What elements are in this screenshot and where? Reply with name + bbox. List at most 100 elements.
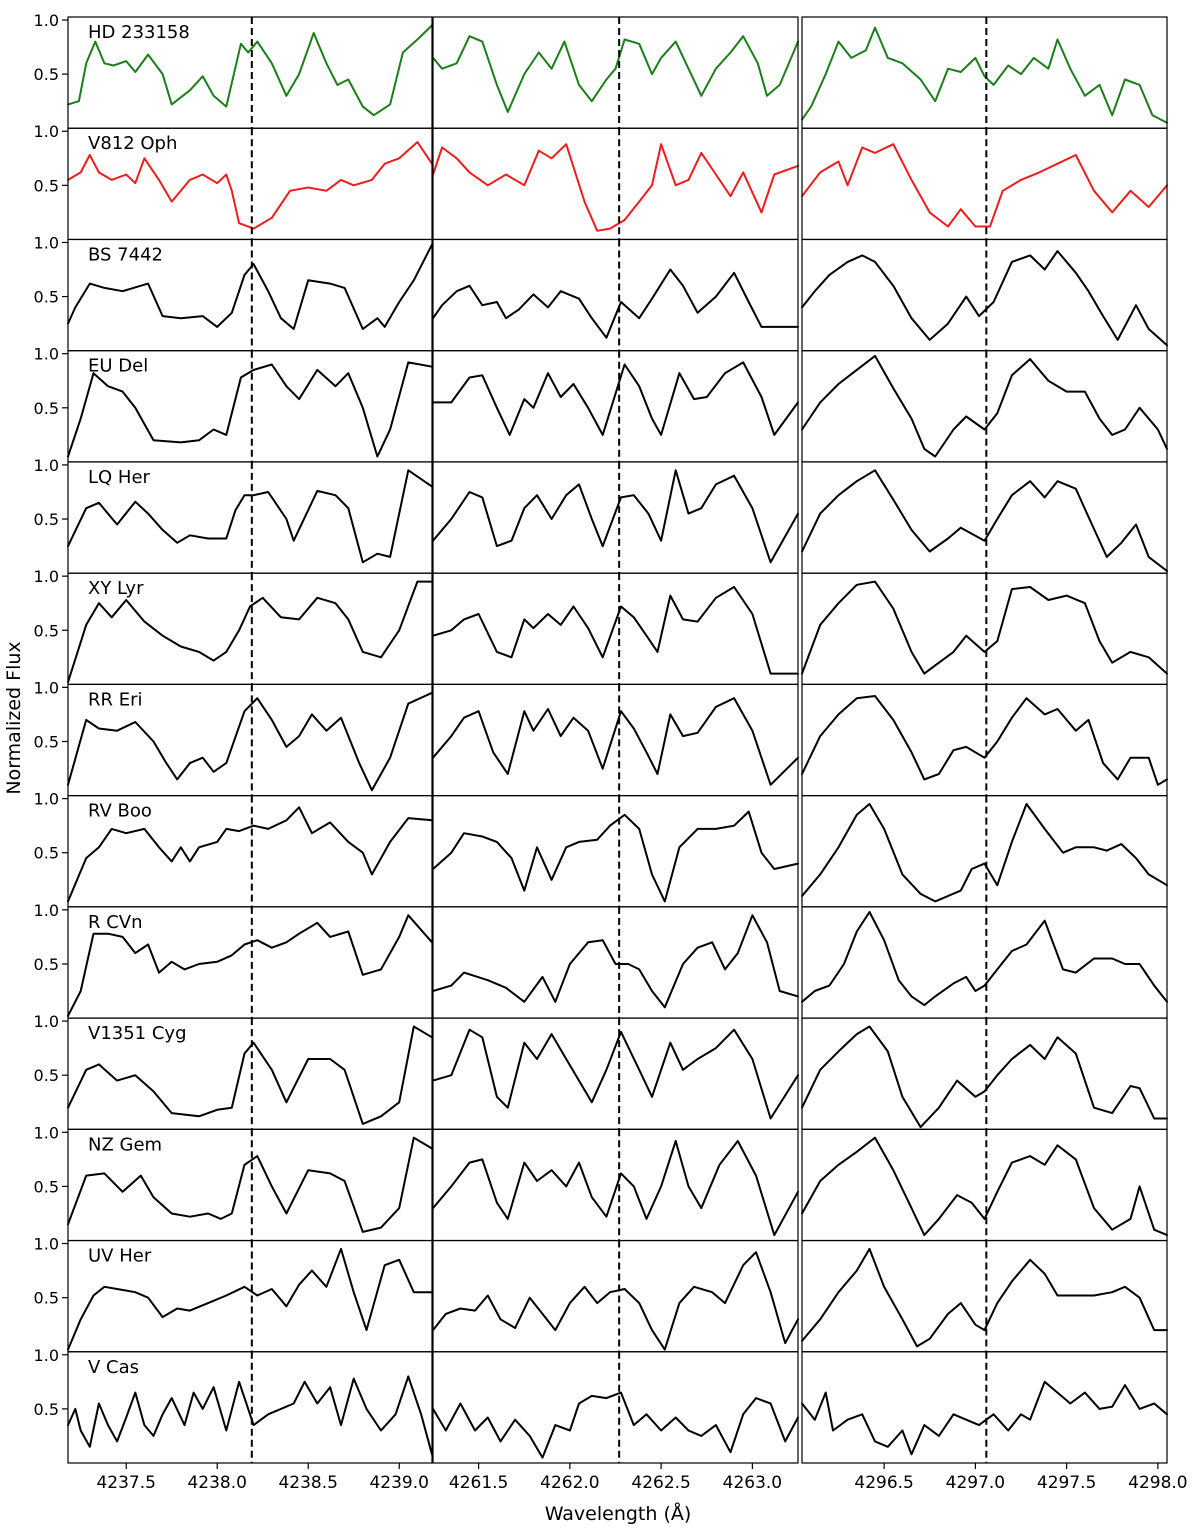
y-tick-label: 1.0 xyxy=(34,456,59,475)
star-label: R CVn xyxy=(88,912,143,933)
panel-frame xyxy=(432,350,799,463)
star-label: RV Boo xyxy=(88,801,152,822)
panel-frame xyxy=(432,683,799,797)
spectrum-line xyxy=(801,1136,1168,1237)
panel-uv-her-col2 xyxy=(432,1239,799,1353)
y-tick-label: 1.0 xyxy=(34,11,59,30)
spectrum-line xyxy=(801,143,1168,228)
y-tick-label: 0.5 xyxy=(34,510,59,529)
panel-hd-233158-col3 xyxy=(801,16,1168,129)
spectrum-line xyxy=(801,695,1168,786)
y-tick-label: 0.5 xyxy=(34,288,59,307)
panel-eu-del-col3 xyxy=(801,350,1168,463)
panel-v-cas-col1 xyxy=(67,1351,433,1464)
y-tick-label: 1.0 xyxy=(34,567,59,586)
spectrum-line xyxy=(801,1025,1168,1129)
y-tick-label: 1.0 xyxy=(34,345,59,364)
x-tick-label: 4298.0 xyxy=(1128,1473,1187,1493)
y-tick-label: 1.0 xyxy=(34,790,59,809)
spectrum-line xyxy=(67,1136,433,1233)
x-tick-label: 4238.0 xyxy=(187,1473,246,1493)
y-tick-label: 0.5 xyxy=(34,1066,59,1085)
spectrum-line xyxy=(432,361,799,436)
panel-lq-her-col3 xyxy=(801,461,1168,574)
panel-frame xyxy=(432,795,799,908)
star-label: EU Del xyxy=(88,356,148,377)
star-label: V812 Oph xyxy=(88,133,177,154)
spectrum-line xyxy=(67,469,433,564)
panel-frame xyxy=(801,572,1168,685)
y-tick-label: 1.0 xyxy=(34,1012,59,1031)
panel-frame xyxy=(801,238,1168,352)
x-tick-label: 4296.5 xyxy=(854,1473,913,1493)
spectrum-line xyxy=(432,914,799,1009)
panel-v812-oph-col3 xyxy=(801,127,1168,241)
panel-rv-boo-col3 xyxy=(801,795,1168,908)
y-tick-label: 0.5 xyxy=(34,1289,59,1308)
y-tick-label: 1.0 xyxy=(34,122,59,141)
panel-rr-eri-col3 xyxy=(801,683,1168,797)
spectrum-line xyxy=(67,243,433,330)
panel-bs-7442-col2 xyxy=(432,238,799,352)
y-tick-label: 0.5 xyxy=(34,621,59,640)
panel-frame xyxy=(801,906,1168,1019)
x-tick-label: 4262.0 xyxy=(540,1473,599,1493)
spectrum-line xyxy=(801,911,1168,1007)
panel-frame xyxy=(432,16,799,129)
y-tick-label: 1.0 xyxy=(34,1123,59,1142)
spectrum-line xyxy=(67,914,433,1017)
panel-bs-7442-col3 xyxy=(801,238,1168,352)
star-label: V1351 Cyg xyxy=(88,1023,187,1044)
star-label: XY Lyr xyxy=(88,578,144,599)
panel-xy-lyr-col3 xyxy=(801,572,1168,685)
spectrum-line xyxy=(432,1251,799,1351)
spectrum-line xyxy=(432,1140,799,1237)
spectrum-line xyxy=(67,806,433,903)
star-label: V Cas xyxy=(88,1357,139,1378)
star-label: UV Her xyxy=(88,1246,152,1267)
star-label: NZ Gem xyxy=(88,1134,162,1155)
y-tick-label: 1.0 xyxy=(34,901,59,920)
panel-frame xyxy=(432,238,799,352)
x-tick-label: 4262.5 xyxy=(631,1473,690,1493)
panel-frame xyxy=(432,1128,799,1242)
spectrum-line xyxy=(801,469,1168,572)
star-label: HD 233158 xyxy=(88,22,190,43)
y-tick-label: 0.5 xyxy=(34,1177,59,1196)
spectrum-line xyxy=(801,250,1168,347)
y-tick-label: 0.5 xyxy=(34,733,59,752)
panel-frame xyxy=(432,1351,799,1464)
y-tick-label: 0.5 xyxy=(34,844,59,863)
spectrum-line xyxy=(67,1025,433,1125)
panel-v812-oph-col2 xyxy=(432,127,799,241)
star-label: LQ Her xyxy=(88,467,151,488)
spectrum-line xyxy=(432,586,799,675)
y-axis-label: Normalized Flux xyxy=(3,641,25,794)
y-tick-label: 1.0 xyxy=(34,1235,59,1254)
y-tick-label: 1.0 xyxy=(34,233,59,252)
panel-frame xyxy=(801,1239,1168,1353)
star-label: BS 7442 xyxy=(88,244,163,265)
panel-nz-gem-col3 xyxy=(801,1128,1168,1242)
y-tick-label: 0.5 xyxy=(34,955,59,974)
x-tick-label: 4261.5 xyxy=(449,1473,508,1493)
x-tick-label: 4263.0 xyxy=(723,1473,782,1493)
panel-frame xyxy=(801,683,1168,797)
y-tick-label: 1.0 xyxy=(34,678,59,697)
spectrum-line xyxy=(432,697,799,786)
panel-frame xyxy=(801,16,1168,129)
y-tick-label: 0.5 xyxy=(34,65,59,84)
spectrum-line xyxy=(801,1247,1168,1348)
panel-frame xyxy=(432,572,799,685)
spectrum-line xyxy=(432,810,799,903)
panel-frame xyxy=(801,1128,1168,1242)
x-axis-label: Wavelength (Å) xyxy=(545,1502,692,1525)
spectrum-line xyxy=(432,143,799,232)
spectrum-line xyxy=(432,1028,799,1120)
panel-frame xyxy=(801,1351,1168,1464)
panel-frame xyxy=(801,127,1168,241)
panel-frame xyxy=(801,350,1168,463)
spectrum-line xyxy=(67,691,433,792)
panel-r-cvn-col3 xyxy=(801,906,1168,1019)
